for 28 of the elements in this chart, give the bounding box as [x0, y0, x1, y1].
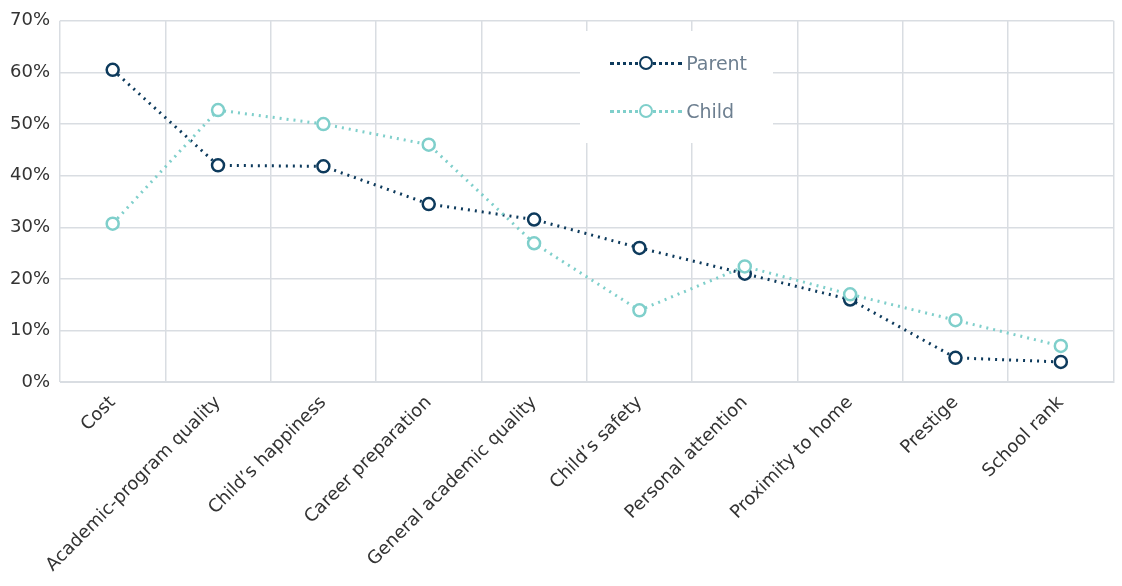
y-tick-label: 50%: [9, 111, 51, 133]
point: [632, 303, 647, 318]
point: [526, 212, 542, 227]
point: [526, 236, 542, 251]
point: [316, 159, 331, 174]
point: [421, 196, 436, 212]
y-tick-label: 70%: [9, 8, 51, 30]
point: [948, 350, 963, 366]
point: [1053, 338, 1069, 354]
y-tick-label: 40%: [9, 163, 51, 185]
y-tick-label: 30%: [9, 214, 51, 236]
point: [842, 287, 858, 302]
y-tick-label: 20%: [9, 266, 51, 288]
point: [948, 312, 963, 328]
point: [421, 137, 436, 152]
y-tick-label: 0%: [21, 369, 51, 391]
point: [316, 116, 331, 132]
point: [632, 240, 647, 256]
y-tick-label: 60%: [9, 60, 51, 82]
point: [210, 102, 226, 118]
point: [105, 216, 120, 231]
y-tick-label: 10%: [9, 318, 51, 340]
legend-label: Parent: [686, 51, 748, 74]
legend-label: Child: [686, 99, 735, 122]
point: [1053, 354, 1069, 370]
point: [210, 158, 226, 173]
point: [737, 259, 753, 274]
point: [105, 62, 120, 78]
